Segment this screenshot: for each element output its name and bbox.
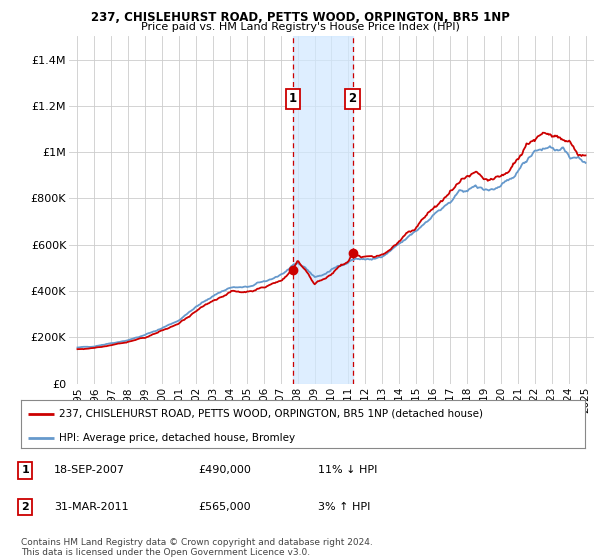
Text: Price paid vs. HM Land Registry's House Price Index (HPI): Price paid vs. HM Land Registry's House …	[140, 22, 460, 32]
Text: 11% ↓ HPI: 11% ↓ HPI	[318, 465, 377, 475]
Text: 1: 1	[22, 465, 29, 475]
Text: 1: 1	[289, 92, 297, 105]
Text: 31-MAR-2011: 31-MAR-2011	[54, 502, 128, 512]
Text: HPI: Average price, detached house, Bromley: HPI: Average price, detached house, Brom…	[59, 432, 295, 442]
Text: 3% ↑ HPI: 3% ↑ HPI	[318, 502, 370, 512]
Text: 237, CHISLEHURST ROAD, PETTS WOOD, ORPINGTON, BR5 1NP: 237, CHISLEHURST ROAD, PETTS WOOD, ORPIN…	[91, 11, 509, 24]
Text: Contains HM Land Registry data © Crown copyright and database right 2024.
This d: Contains HM Land Registry data © Crown c…	[21, 538, 373, 557]
Text: 2: 2	[349, 92, 357, 105]
Text: 2: 2	[22, 502, 29, 512]
Text: 18-SEP-2007: 18-SEP-2007	[54, 465, 125, 475]
Bar	[293, 36, 353, 384]
Text: £565,000: £565,000	[198, 502, 251, 512]
Text: 237, CHISLEHURST ROAD, PETTS WOOD, ORPINGTON, BR5 1NP (detached house): 237, CHISLEHURST ROAD, PETTS WOOD, ORPIN…	[59, 409, 484, 419]
Text: £490,000: £490,000	[198, 465, 251, 475]
